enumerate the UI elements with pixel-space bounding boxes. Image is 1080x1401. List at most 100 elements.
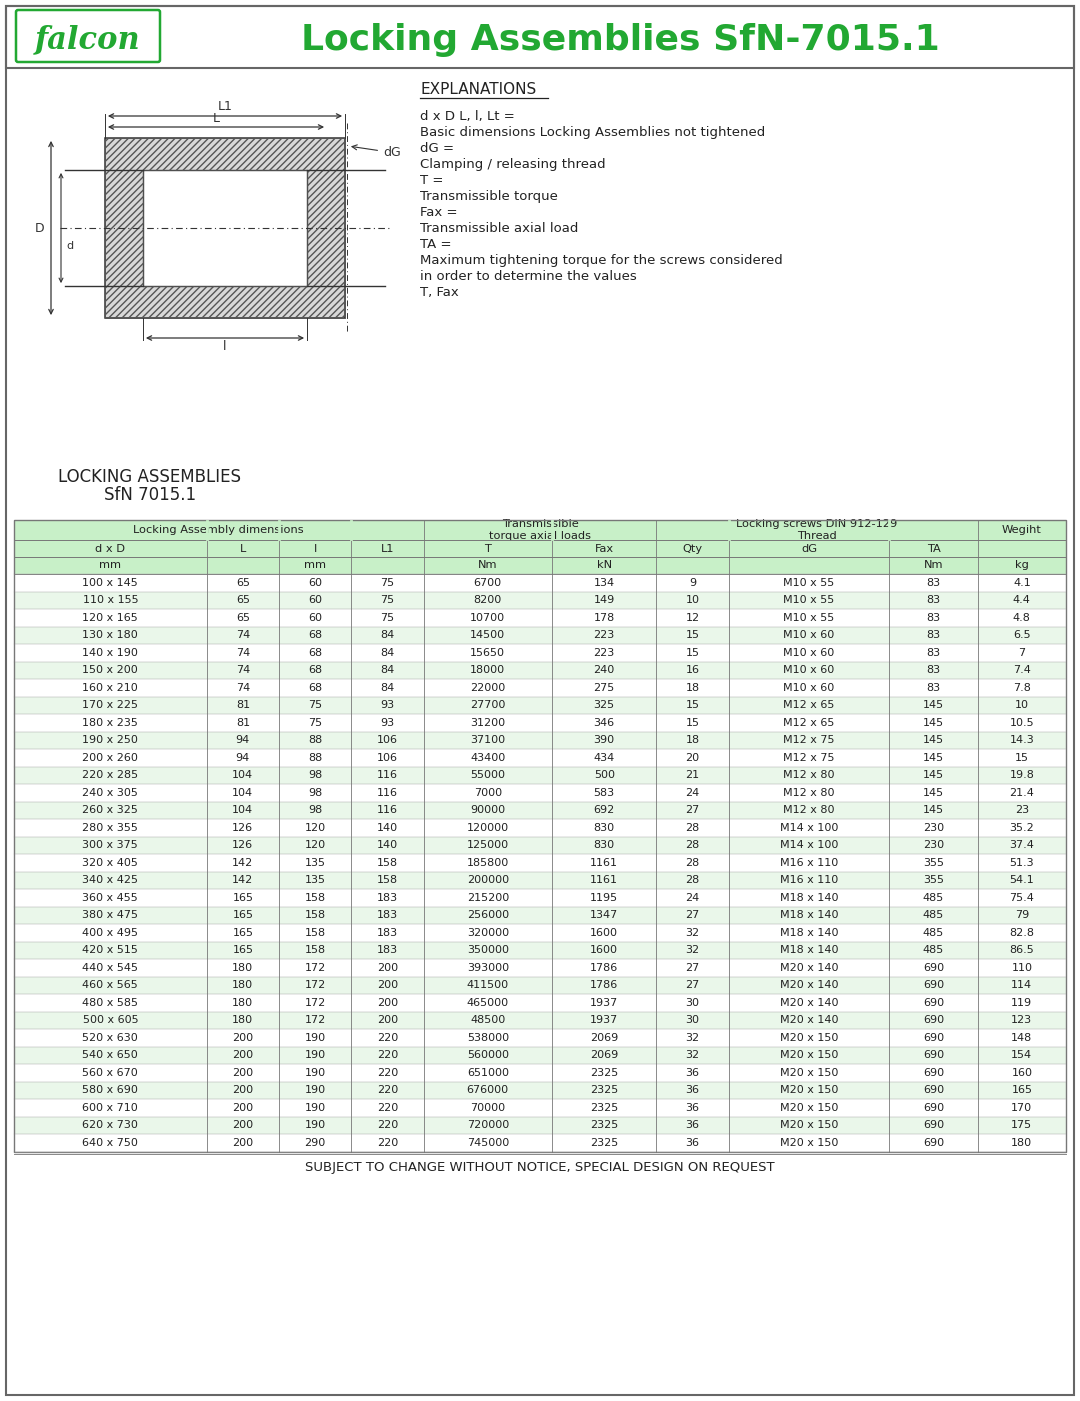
Bar — [14, 520, 1066, 574]
Text: 2069: 2069 — [590, 1051, 619, 1061]
Text: 65: 65 — [235, 612, 249, 623]
Text: 158: 158 — [305, 892, 326, 902]
Text: mm: mm — [99, 560, 121, 570]
Text: 651000: 651000 — [467, 1068, 509, 1077]
Text: M10 x 60: M10 x 60 — [783, 647, 835, 657]
Text: 434: 434 — [594, 752, 615, 762]
Text: 165: 165 — [232, 927, 254, 937]
Text: L: L — [213, 112, 219, 126]
Text: 32: 32 — [686, 946, 700, 955]
Text: 190: 190 — [305, 1033, 326, 1042]
Text: T =: T = — [420, 174, 444, 186]
Text: 2325: 2325 — [590, 1121, 619, 1131]
Text: M10 x 60: M10 x 60 — [783, 630, 835, 640]
Text: TA: TA — [927, 544, 941, 553]
Text: 830: 830 — [594, 822, 615, 832]
Text: 4.8: 4.8 — [1013, 612, 1030, 623]
Text: 183: 183 — [377, 911, 399, 920]
Text: 560000: 560000 — [467, 1051, 509, 1061]
Text: 94: 94 — [235, 752, 249, 762]
Text: L: L — [240, 544, 246, 553]
Text: dG: dG — [801, 544, 818, 553]
Text: 142: 142 — [232, 857, 254, 867]
Bar — [14, 801, 1066, 820]
Text: M20 x 150: M20 x 150 — [780, 1138, 838, 1147]
Text: 460 x 565: 460 x 565 — [82, 981, 138, 991]
Text: 74: 74 — [235, 682, 249, 692]
Bar — [14, 976, 1066, 993]
Text: 500 x 605: 500 x 605 — [82, 1016, 138, 1026]
Text: kN: kN — [596, 560, 611, 570]
Text: 223: 223 — [594, 647, 615, 657]
Text: 180: 180 — [232, 981, 254, 991]
Text: SfN 7015.1: SfN 7015.1 — [104, 486, 197, 504]
Text: 520 x 630: 520 x 630 — [82, 1033, 138, 1042]
Text: 84: 84 — [380, 682, 394, 692]
Text: 4.1: 4.1 — [1013, 577, 1030, 588]
Text: 165: 165 — [232, 946, 254, 955]
Text: 135: 135 — [305, 876, 326, 885]
Text: 2325: 2325 — [590, 1138, 619, 1147]
Text: 200: 200 — [377, 962, 399, 972]
Text: 200: 200 — [232, 1121, 254, 1131]
Text: 27: 27 — [686, 911, 700, 920]
Text: 4.4: 4.4 — [1013, 595, 1030, 605]
Text: 393000: 393000 — [467, 962, 509, 972]
Text: 30: 30 — [686, 998, 700, 1007]
Text: 123: 123 — [1011, 1016, 1032, 1026]
Text: 1937: 1937 — [590, 998, 619, 1007]
Text: 43400: 43400 — [470, 752, 505, 762]
Text: 55000: 55000 — [470, 771, 505, 780]
Text: 81: 81 — [235, 700, 249, 710]
Text: 220: 220 — [377, 1138, 399, 1147]
Text: 160 x 210: 160 x 210 — [82, 682, 138, 692]
Text: 8200: 8200 — [474, 595, 502, 605]
Text: 720000: 720000 — [467, 1121, 509, 1131]
Text: 620 x 730: 620 x 730 — [82, 1121, 138, 1131]
Text: 142: 142 — [232, 876, 254, 885]
Text: 420 x 515: 420 x 515 — [82, 946, 138, 955]
Text: 145: 145 — [923, 717, 944, 727]
Text: 120: 120 — [305, 822, 326, 832]
Text: mm: mm — [305, 560, 326, 570]
Text: M18 x 140: M18 x 140 — [780, 911, 838, 920]
Text: dG: dG — [352, 144, 401, 158]
Text: 104: 104 — [232, 806, 254, 815]
Text: Transmissible axial load: Transmissible axial load — [420, 221, 579, 235]
Text: 690: 690 — [923, 1016, 944, 1026]
Text: 98: 98 — [308, 771, 322, 780]
Bar — [14, 644, 1066, 661]
Text: 24: 24 — [686, 892, 700, 902]
Text: 145: 145 — [923, 787, 944, 797]
Bar — [14, 750, 1066, 766]
Text: 1786: 1786 — [590, 962, 619, 972]
Text: 20: 20 — [686, 752, 700, 762]
Text: 320 x 405: 320 x 405 — [82, 857, 138, 867]
Bar — [14, 925, 1066, 941]
Text: 690: 690 — [923, 1121, 944, 1131]
Text: 110 x 155: 110 x 155 — [82, 595, 138, 605]
Text: 158: 158 — [377, 876, 399, 885]
Text: falcon: falcon — [36, 24, 140, 56]
Text: M20 x 150: M20 x 150 — [780, 1121, 838, 1131]
Text: Nm: Nm — [923, 560, 943, 570]
Text: 125000: 125000 — [467, 841, 509, 850]
Text: 98: 98 — [308, 806, 322, 815]
Text: 149: 149 — [594, 595, 615, 605]
Text: 200: 200 — [232, 1086, 254, 1096]
Text: 24: 24 — [686, 787, 700, 797]
Text: M12 x 65: M12 x 65 — [783, 700, 835, 710]
Text: 200: 200 — [232, 1103, 254, 1112]
Text: 15: 15 — [686, 630, 700, 640]
Text: M20 x 140: M20 x 140 — [780, 981, 838, 991]
Text: Transmissible torque: Transmissible torque — [420, 191, 558, 203]
Text: 10.5: 10.5 — [1010, 717, 1035, 727]
Text: 28: 28 — [686, 857, 700, 867]
Text: 104: 104 — [232, 787, 254, 797]
Text: 6.5: 6.5 — [1013, 630, 1030, 640]
Text: 165: 165 — [1011, 1086, 1032, 1096]
Text: 183: 183 — [377, 927, 399, 937]
Text: 18: 18 — [686, 736, 700, 745]
Text: 15: 15 — [686, 700, 700, 710]
Text: M20 x 150: M20 x 150 — [780, 1103, 838, 1112]
